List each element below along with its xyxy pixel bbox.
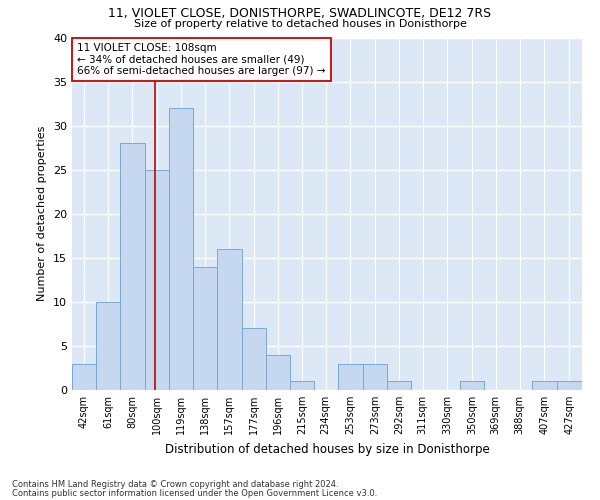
Bar [266, 355, 290, 390]
Bar [193, 266, 217, 390]
X-axis label: Distribution of detached houses by size in Donisthorpe: Distribution of detached houses by size … [164, 442, 490, 456]
Bar [338, 364, 362, 390]
Bar [242, 328, 266, 390]
Bar [72, 364, 95, 390]
Bar [169, 108, 193, 390]
Text: 11 VIOLET CLOSE: 108sqm
← 34% of detached houses are smaller (49)
66% of semi-de: 11 VIOLET CLOSE: 108sqm ← 34% of detache… [77, 43, 326, 76]
Bar [120, 143, 145, 390]
Text: Contains public sector information licensed under the Open Government Licence v3: Contains public sector information licen… [12, 489, 377, 498]
Text: Contains HM Land Registry data © Crown copyright and database right 2024.: Contains HM Land Registry data © Crown c… [12, 480, 338, 489]
Bar [532, 381, 557, 390]
Bar [387, 381, 410, 390]
Bar [290, 381, 314, 390]
Y-axis label: Number of detached properties: Number of detached properties [37, 126, 47, 302]
Bar [96, 302, 119, 390]
Text: 11, VIOLET CLOSE, DONISTHORPE, SWADLINCOTE, DE12 7RS: 11, VIOLET CLOSE, DONISTHORPE, SWADLINCO… [109, 8, 491, 20]
Bar [460, 381, 484, 390]
Text: Size of property relative to detached houses in Donisthorpe: Size of property relative to detached ho… [134, 19, 466, 29]
Bar [557, 381, 582, 390]
Bar [217, 249, 242, 390]
Bar [145, 170, 169, 390]
Bar [363, 364, 386, 390]
